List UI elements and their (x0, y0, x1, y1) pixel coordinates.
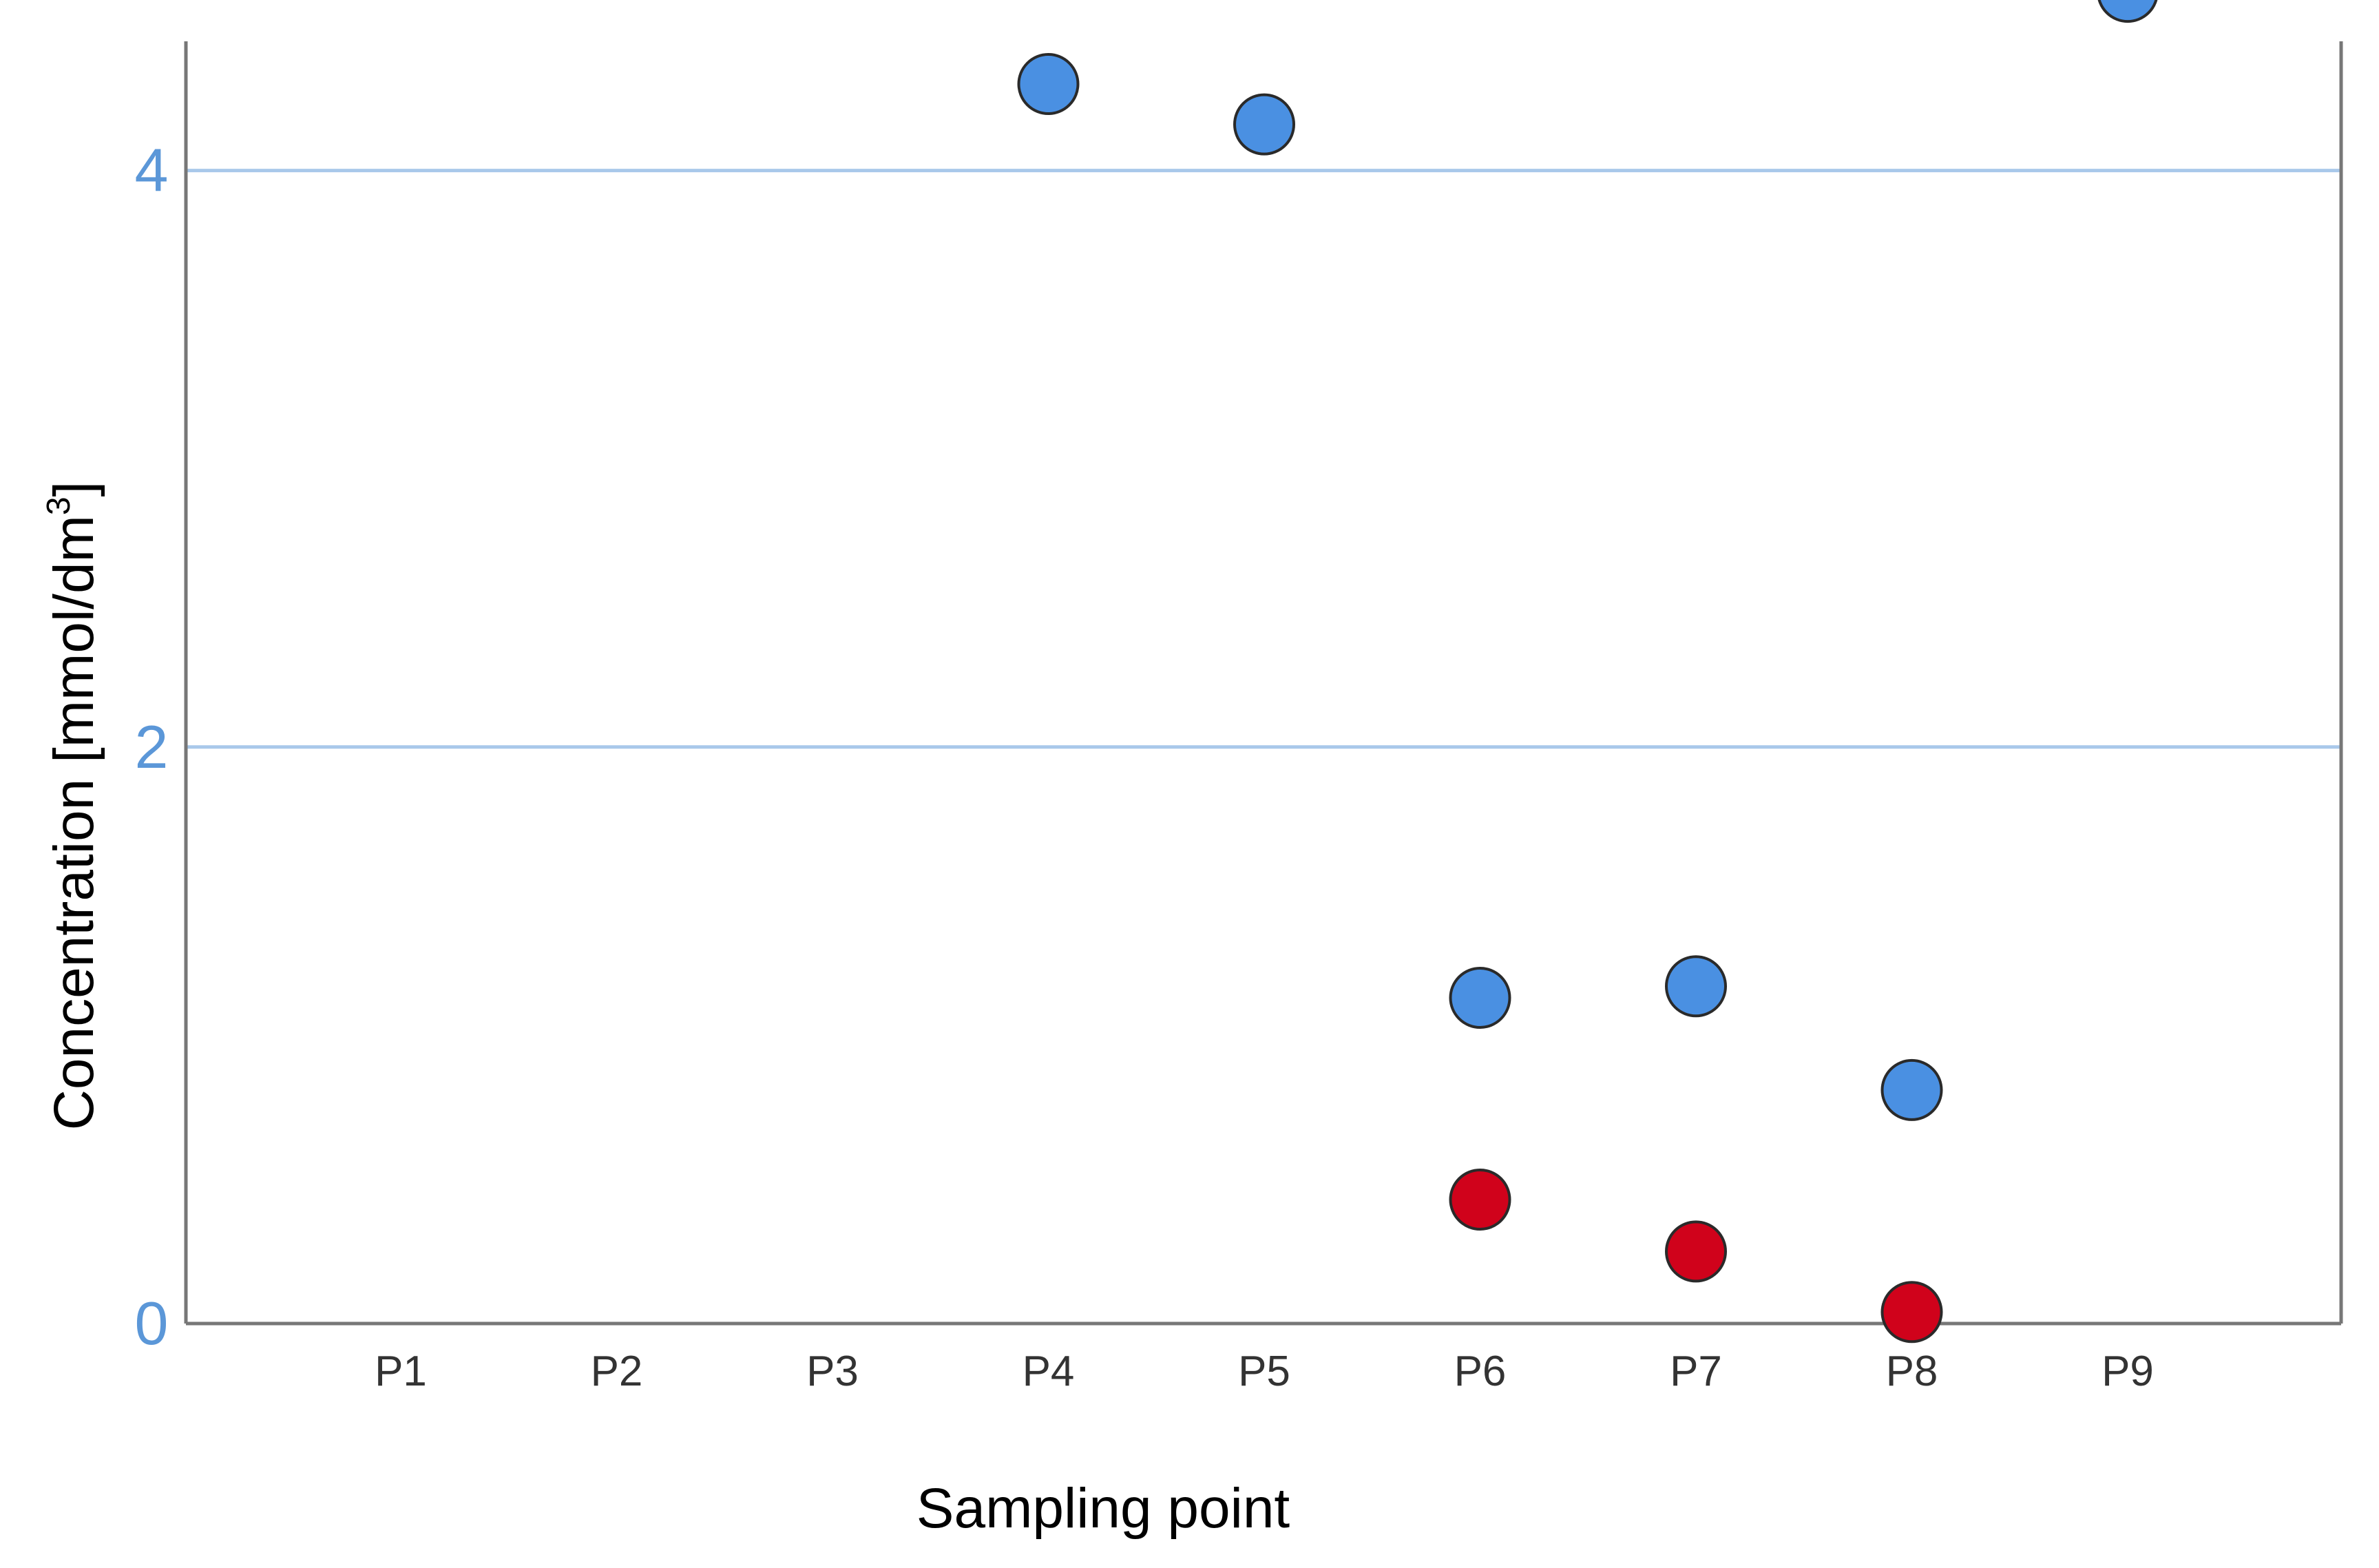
point-series2-p6 (1449, 966, 1511, 1029)
point-series2-p8 (1880, 1058, 1943, 1121)
axes (184, 41, 2343, 1326)
y-tick-label-4: 4 (135, 136, 169, 205)
x-tick-label-p4: P4 (1023, 1348, 1075, 1395)
point-series1-p6 (1449, 1169, 1511, 1231)
x-axis-label: Sampling point (916, 1477, 1290, 1540)
x-tick-label-p9: P9 (2102, 1348, 2154, 1395)
gridlines (186, 169, 2341, 749)
point-series2-p4 (1017, 53, 1080, 116)
x-tick-label-p7: P7 (1670, 1348, 1722, 1395)
y-tick-labels: 02468 (135, 136, 169, 1357)
y-axis-label-main: Concentration [mmol/dm (43, 515, 105, 1130)
x-tick-label-p3: P3 (806, 1348, 859, 1395)
y-axis-label-suffix: ] (43, 481, 105, 497)
y-tick-label-2: 2 (135, 713, 169, 781)
data-points (1017, 0, 2158, 1344)
point-series1-p7 (1665, 1220, 1727, 1283)
x-tick-label-p8: P8 (1886, 1348, 1938, 1395)
point-series2-p7 (1665, 955, 1727, 1018)
point-series2-p9 (2097, 0, 2158, 23)
x-tick-labels: P1 P2 P3 P4 P5 P6 P7 P8 P9 (375, 1348, 2154, 1395)
point-series1-p8 (1880, 1281, 1943, 1344)
x-tick-label-p6: P6 (1454, 1348, 1507, 1395)
y-tick-label-0: 0 (135, 1289, 169, 1357)
x-tick-label-p1: P1 (375, 1348, 427, 1395)
x-tick-label-p2: P2 (591, 1348, 643, 1395)
y-axis-label: Concentration [mmol/dm3] (41, 481, 105, 1131)
x-tick-label-p5: P5 (1238, 1348, 1290, 1395)
y-axis-label-superscript: 3 (41, 496, 77, 515)
point-series2-p5 (1233, 93, 1295, 156)
